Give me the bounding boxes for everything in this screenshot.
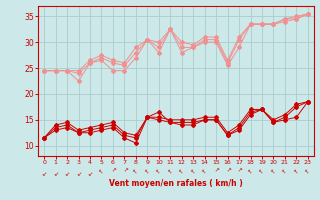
Text: ↑: ↑ (212, 167, 220, 174)
X-axis label: Vent moyen/en rafales ( km/h ): Vent moyen/en rafales ( km/h ) (109, 179, 243, 188)
Text: ↑: ↑ (178, 167, 185, 174)
Text: ↑: ↑ (52, 167, 59, 174)
Text: ↑: ↑ (247, 167, 254, 174)
Text: ↑: ↑ (144, 167, 151, 174)
Text: ↑: ↑ (41, 167, 48, 174)
Text: ↑: ↑ (155, 167, 163, 174)
Text: ↑: ↑ (98, 167, 105, 174)
Text: ↑: ↑ (121, 167, 128, 174)
Text: ↑: ↑ (258, 167, 266, 174)
Text: ↑: ↑ (270, 167, 277, 174)
Text: ↑: ↑ (167, 167, 174, 174)
Text: ↑: ↑ (189, 167, 197, 174)
Text: ↑: ↑ (236, 167, 243, 174)
Text: ↑: ↑ (75, 167, 82, 174)
Text: ↑: ↑ (109, 167, 116, 174)
Text: ↑: ↑ (201, 167, 208, 174)
Text: ↑: ↑ (281, 167, 289, 174)
Text: ↑: ↑ (224, 167, 231, 174)
Text: ↑: ↑ (86, 167, 94, 174)
Text: ↑: ↑ (63, 167, 71, 174)
Text: ↑: ↑ (304, 167, 311, 174)
Text: ↑: ↑ (293, 167, 300, 174)
Text: ↑: ↑ (132, 167, 140, 174)
